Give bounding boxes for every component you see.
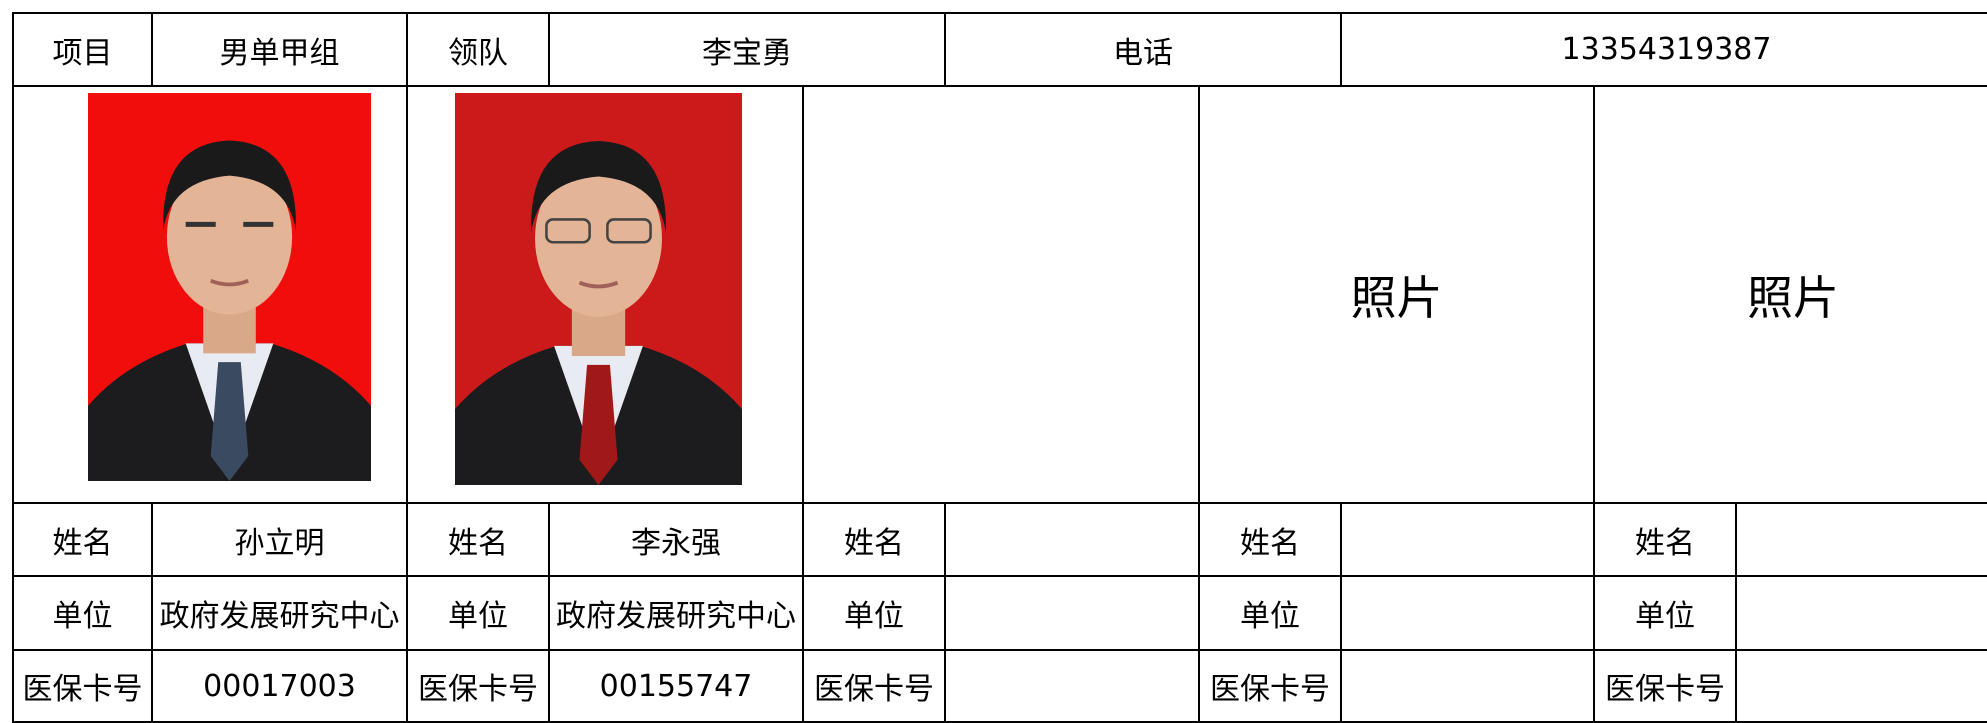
name — [1735, 502, 1987, 577]
photo-placeholder: 照片 — [1593, 85, 1987, 504]
card-label: 医保卡号 — [1198, 649, 1342, 723]
photo-placeholder: 照片 — [1198, 85, 1595, 504]
unit — [944, 575, 1200, 651]
photo-cell — [802, 85, 1200, 504]
unit-label: 单位 — [1593, 575, 1737, 651]
unit-label: 单位 — [802, 575, 946, 651]
name-label: 姓名 — [1198, 502, 1342, 577]
photo — [455, 93, 742, 485]
unit: 政府发展研究中心 — [151, 575, 408, 651]
photo-cell — [406, 85, 804, 504]
name-label: 姓名 — [802, 502, 946, 577]
unit: 政府发展研究中心 — [548, 575, 804, 651]
phone-label: 电话 — [944, 12, 1342, 87]
name: 李永强 — [548, 502, 804, 577]
card-label: 医保卡号 — [12, 649, 153, 723]
unit-label: 单位 — [406, 575, 550, 651]
unit-label: 单位 — [12, 575, 153, 651]
card — [1340, 649, 1595, 723]
name-label: 姓名 — [406, 502, 550, 577]
unit-label: 单位 — [1198, 575, 1342, 651]
leader-label: 领队 — [406, 12, 550, 87]
name: 孙立明 — [151, 502, 408, 577]
card-label: 医保卡号 — [802, 649, 946, 723]
card: 00017003 — [151, 649, 408, 723]
name-label: 姓名 — [1593, 502, 1737, 577]
name — [1340, 502, 1595, 577]
name — [944, 502, 1200, 577]
project-label: 项目 — [12, 12, 153, 87]
name-label: 姓名 — [12, 502, 153, 577]
card — [1735, 649, 1987, 723]
unit — [1340, 575, 1595, 651]
photo — [88, 93, 371, 481]
project: 男单甲组 — [151, 12, 408, 87]
card — [944, 649, 1200, 723]
phone: 13354319387 — [1340, 12, 1987, 87]
card: 00155747 — [548, 649, 804, 723]
leader: 李宝勇 — [548, 12, 946, 87]
unit — [1735, 575, 1987, 651]
photo-cell — [12, 85, 408, 504]
card-label: 医保卡号 — [406, 649, 550, 723]
card-label: 医保卡号 — [1593, 649, 1737, 723]
